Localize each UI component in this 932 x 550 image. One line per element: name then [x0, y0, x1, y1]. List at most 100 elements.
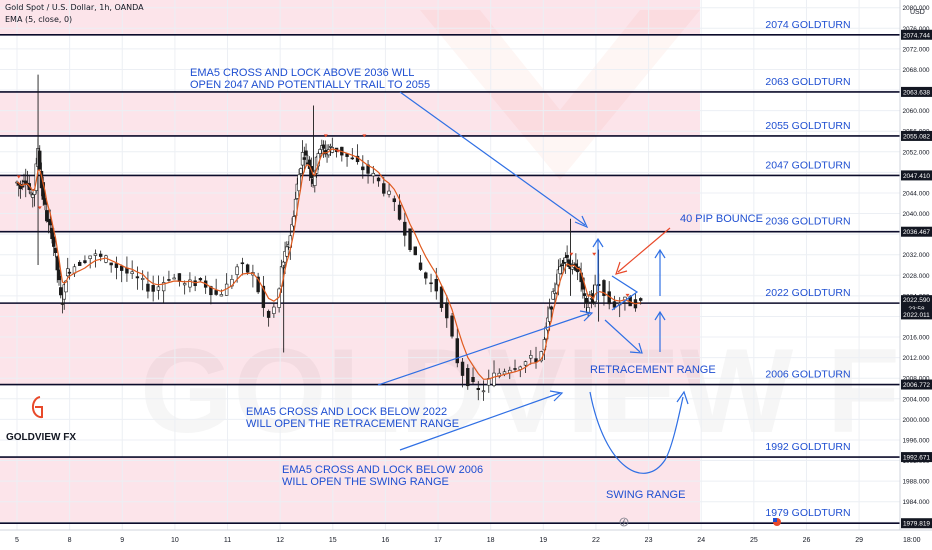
level-badge-bg-4 [901, 226, 932, 237]
time-tick-1: 8 [68, 537, 72, 544]
candle-body-121 [439, 286, 444, 308]
candle-body-117 [418, 262, 423, 270]
candle-body-42 [130, 271, 134, 274]
arrow-to-retracement [604, 319, 641, 353]
candle-body-51 [177, 273, 182, 282]
candle-body-115 [408, 228, 412, 250]
candle-body-26 [60, 302, 65, 305]
candle-body-81 [297, 174, 301, 192]
candle-body-38 [109, 262, 113, 266]
candle-body-32 [77, 261, 82, 266]
arrow-ema-above-line [399, 91, 586, 226]
candle-body-128 [476, 387, 480, 391]
time-tick-4: 11 [224, 537, 231, 544]
level-badge-bg-7 [901, 452, 932, 463]
level-badge-3: 2047.410 [903, 173, 930, 180]
candle-body-25 [59, 287, 63, 296]
level-label-7: 1992 GOLDTURN [765, 441, 850, 453]
candle-body-80 [295, 183, 300, 199]
level-label-8: 1979 GOLDTURN [765, 507, 850, 519]
arrow-ema-below-2022 [377, 312, 591, 386]
candle-body-118 [424, 272, 428, 279]
us-flag-canton [773, 518, 777, 522]
candle-body-106 [361, 166, 365, 171]
candle-body-17 [45, 210, 49, 222]
arrow-ema-below-2022-head [579, 310, 594, 322]
candle-body-57 [209, 286, 213, 296]
brand-logo-icon [32, 396, 43, 419]
arrow-pip-bounce-head [615, 261, 628, 275]
candle-body-139 [534, 358, 538, 363]
candle-body-153 [563, 257, 568, 263]
candle-body-41 [125, 267, 129, 274]
candle-body-50 [172, 277, 176, 280]
arrow-ema-below-2006-head [549, 390, 564, 402]
candle-body-131 [492, 372, 496, 386]
arrow-up-lower-head [654, 310, 666, 321]
candle-body-48 [161, 282, 166, 292]
time-tick-12: 23 [645, 537, 653, 544]
candle-body-119 [429, 282, 433, 285]
price-tick-8: 2012.000 [902, 355, 929, 362]
price-tick-13: 2032.000 [902, 252, 929, 259]
candle-body-111 [387, 190, 391, 195]
candle-body-49 [167, 279, 171, 281]
annotation-ema-below-2022-1: EMA5 CROSS AND LOCK BELOW 2022 [246, 406, 447, 418]
horizontal-gridlines [0, 7, 900, 523]
price-tick-1: 1984.000 [902, 499, 929, 506]
candle-body-137 [523, 361, 528, 366]
level-badge-8: 1979.819 [903, 521, 930, 528]
annotation-swing-range: SWING RANGE [606, 489, 685, 501]
swing-curve-head [676, 390, 689, 405]
candle-body-165 [584, 297, 589, 304]
candle-body-43 [135, 276, 140, 279]
level-badge-2: 2055.082 [903, 133, 930, 140]
lightning-icon [619, 517, 629, 527]
chevron-marker [611, 275, 639, 311]
candle-body-58 [214, 290, 218, 295]
candle-body-35 [93, 253, 98, 256]
arrow-up-long-head [654, 248, 666, 259]
level-label-0: 2074 GOLDTURN [765, 19, 850, 31]
annotation-retracement: RETRACEMENT RANGE [590, 364, 716, 376]
time-axis-icons [619, 517, 781, 527]
candle-body-179 [638, 298, 643, 301]
price-tick-4: 1996.000 [902, 437, 929, 444]
candle-body-90 [313, 175, 317, 186]
candles [15, 74, 643, 401]
ema-line [16, 148, 641, 380]
level-label-6: 2006 GOLDTURN [765, 369, 850, 381]
time-tick-16: 29 [855, 537, 863, 544]
candle-body-63 [240, 262, 245, 265]
candle-body-104 [350, 157, 355, 160]
level-badge-bg-8 [901, 518, 932, 529]
candle-body-66 [256, 276, 260, 293]
candle-body-103 [345, 153, 349, 157]
arrow-ema-below-2006 [399, 392, 561, 451]
band-0 [0, 0, 700, 35]
symbol-title: Gold Spot / U.S. Dollar, 1h, OANDA [5, 3, 144, 12]
candle-body-135 [513, 368, 517, 370]
arrow-up-short-head [592, 237, 604, 248]
price-tick-9: 2016.000 [902, 335, 929, 342]
watermark-text: GOLDVIEW FX [140, 324, 932, 458]
candle-body-84 [302, 157, 307, 160]
candle-body-33 [83, 260, 87, 264]
price-tick-6: 2004.000 [902, 396, 929, 403]
level-badge-bg-1 [901, 86, 932, 97]
candle-body-127 [471, 376, 475, 382]
candle-body-59 [219, 294, 224, 297]
candle-body-122 [445, 302, 449, 319]
band-1 [0, 91, 700, 136]
candle-body-149 [556, 269, 561, 286]
candle-body-23 [55, 256, 59, 271]
candle-body-47 [156, 286, 161, 291]
price-tick-12: 2028.000 [902, 273, 929, 280]
time-tick-9: 18 [487, 537, 495, 544]
time-tick-10: 19 [539, 537, 547, 544]
annotation-ema-below-2022-2: WILL OPEN THE RETRACEMENT RANGE [246, 418, 459, 430]
candle-body-34 [88, 255, 92, 259]
signal-mark-7 [625, 293, 630, 297]
signal-mark-5 [569, 252, 574, 256]
